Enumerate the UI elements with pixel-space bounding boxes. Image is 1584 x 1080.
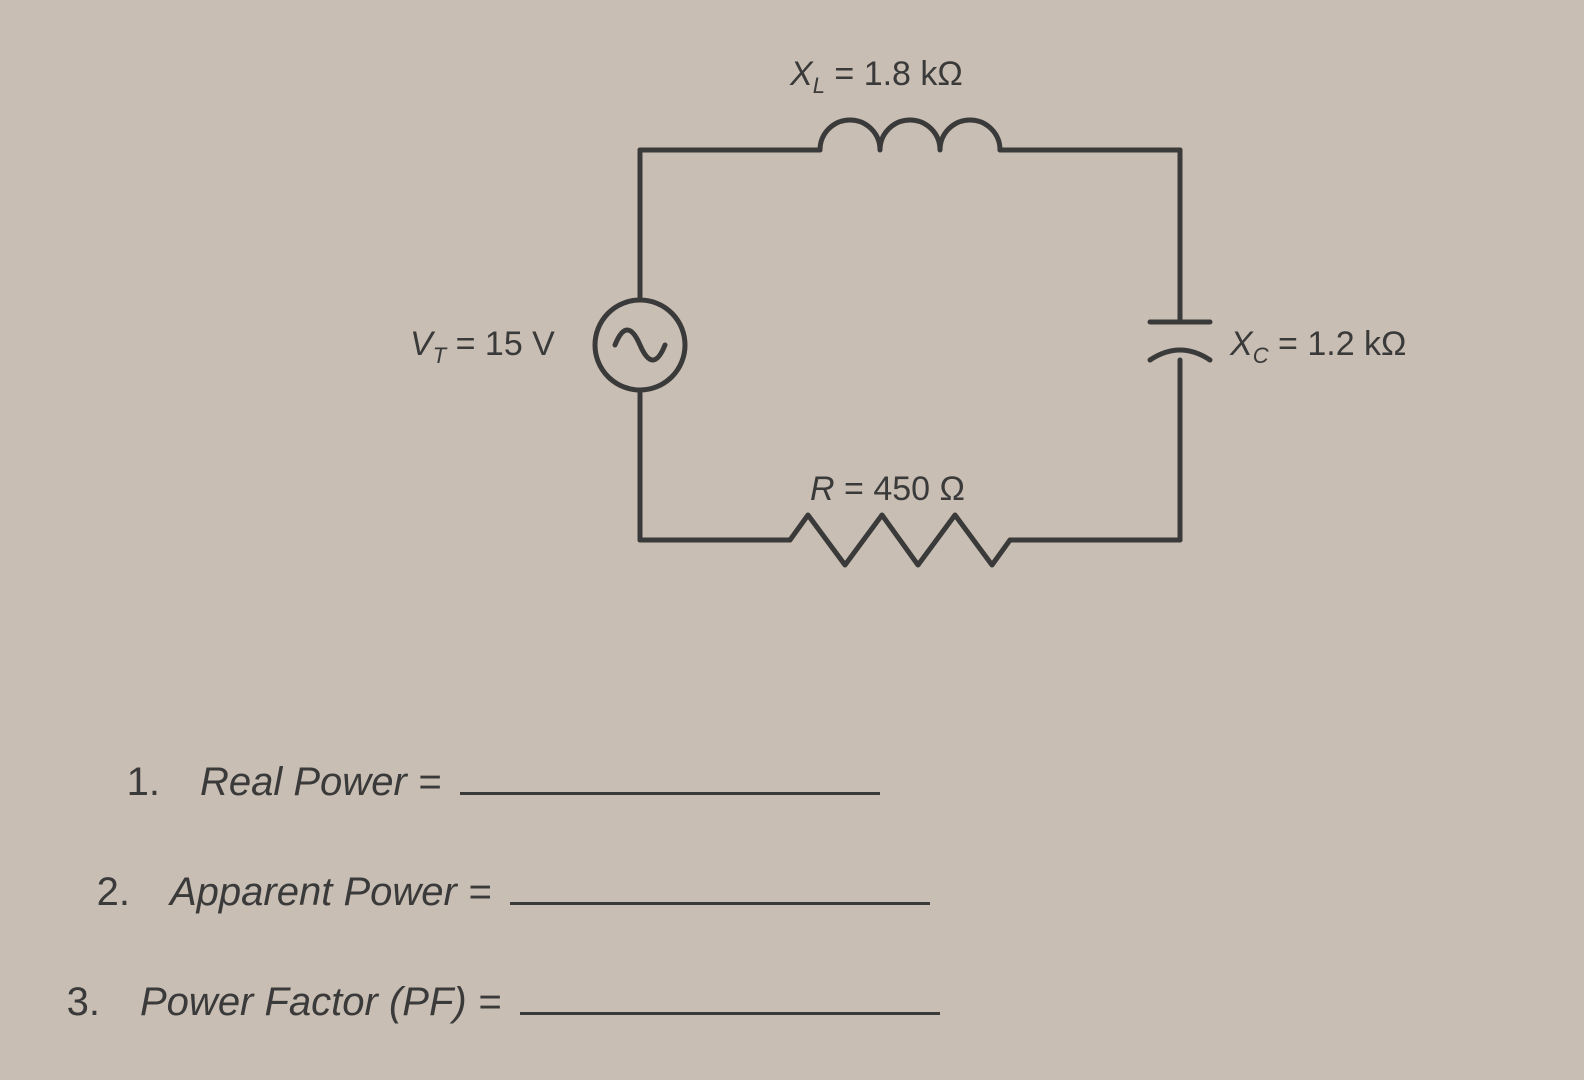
capacitor-sub: C bbox=[1253, 343, 1269, 368]
question-2: 2. Apparent Power = bbox=[70, 870, 930, 915]
source-symbol-text: V bbox=[410, 325, 433, 363]
q1-text: Real Power = bbox=[200, 760, 441, 804]
inductor-symbol bbox=[820, 120, 1000, 150]
inductor-value: 1.8 kΩ bbox=[864, 55, 963, 93]
source-sub: T bbox=[433, 343, 446, 368]
q2-text: Apparent Power = bbox=[170, 870, 491, 914]
resistor-label: R = 450 Ω bbox=[810, 470, 965, 509]
inductor-symbol-text: X bbox=[790, 55, 813, 93]
capacitor-label: XC = 1.2 kΩ bbox=[1230, 325, 1406, 369]
question-1: 1. Real Power = bbox=[100, 760, 880, 805]
source-label: VT = 15 V bbox=[410, 325, 555, 369]
source-value: 15 V bbox=[485, 325, 555, 363]
q2-blank[interactable] bbox=[510, 894, 930, 905]
inductor-label: XL = 1.8 kΩ bbox=[790, 55, 963, 99]
resistor-symbol-text: R bbox=[810, 470, 835, 508]
q3-num: 3. bbox=[40, 980, 100, 1025]
q1-num: 1. bbox=[100, 760, 160, 805]
q1-blank[interactable] bbox=[460, 784, 880, 795]
q2-num: 2. bbox=[70, 870, 130, 915]
inductor-sub: L bbox=[813, 73, 825, 98]
resistor-symbol bbox=[790, 515, 1010, 565]
resistor-value: 450 Ω bbox=[873, 470, 965, 508]
capacitor-value: 1.2 kΩ bbox=[1307, 325, 1406, 363]
q3-text: Power Factor (PF) = bbox=[140, 980, 501, 1024]
ac-source-sine bbox=[615, 330, 665, 360]
question-3: 3. Power Factor (PF) = bbox=[40, 980, 940, 1025]
page-root: XL = 1.8 kΩ VT = 15 V XC = 1.2 kΩ R = 45… bbox=[0, 0, 1584, 1080]
q3-blank[interactable] bbox=[520, 1004, 940, 1015]
capacitor-symbol-text: X bbox=[1230, 325, 1253, 363]
